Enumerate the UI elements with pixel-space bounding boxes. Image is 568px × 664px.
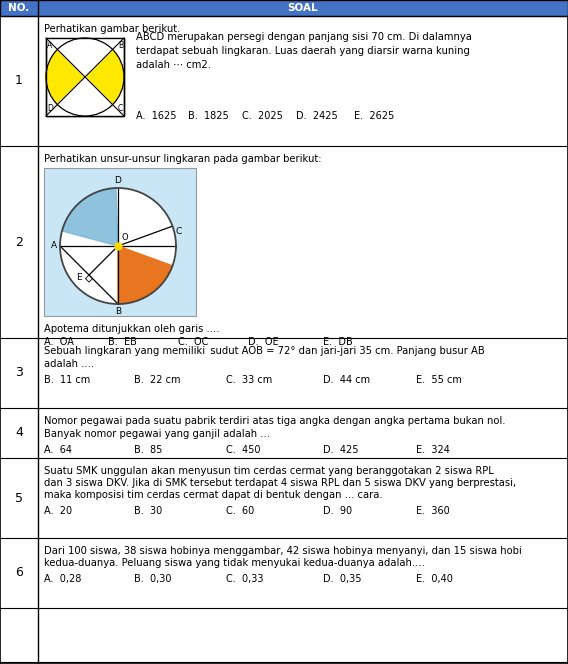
Text: Perhatikan unsur-unsur lingkaran pada gambar berikut:: Perhatikan unsur-unsur lingkaran pada ga… bbox=[44, 154, 321, 164]
Text: C: C bbox=[118, 104, 123, 113]
Text: 1: 1 bbox=[15, 74, 23, 88]
Text: A: A bbox=[47, 41, 52, 50]
Text: E.  DB: E. DB bbox=[323, 337, 353, 347]
Text: D.  90: D. 90 bbox=[323, 506, 352, 516]
Text: 2: 2 bbox=[15, 236, 23, 248]
Text: E: E bbox=[76, 272, 82, 282]
Text: A.  0,28: A. 0,28 bbox=[44, 574, 81, 584]
Text: A.  20: A. 20 bbox=[44, 506, 72, 516]
Text: D: D bbox=[115, 176, 122, 185]
Text: C.  2025: C. 2025 bbox=[242, 111, 283, 121]
Wedge shape bbox=[62, 188, 118, 246]
Text: B.  85: B. 85 bbox=[134, 445, 162, 455]
Text: E.  55 cm: E. 55 cm bbox=[416, 375, 462, 385]
Text: B.  1825: B. 1825 bbox=[188, 111, 229, 121]
Text: C: C bbox=[176, 227, 182, 236]
Text: Apotema ditunjukkan oleh garis ....: Apotema ditunjukkan oleh garis .... bbox=[44, 324, 219, 334]
Text: O: O bbox=[121, 233, 128, 242]
Text: Dari 100 siswa, 38 siswa hobinya menggambar, 42 siswa hobinya menyanyi, dan 15 s: Dari 100 siswa, 38 siswa hobinya menggam… bbox=[44, 546, 522, 556]
Text: B.  22 cm: B. 22 cm bbox=[134, 375, 181, 385]
Text: Banyak nomor pegawai yang ganjil adalah ...: Banyak nomor pegawai yang ganjil adalah … bbox=[44, 429, 270, 439]
Text: Sebuah lingkaran yang memiliki  sudut AOB = 72° dan jari-jari 35 cm. Panjang bus: Sebuah lingkaran yang memiliki sudut AOB… bbox=[44, 346, 485, 356]
Text: D.  0,35: D. 0,35 bbox=[323, 574, 361, 584]
Text: 3: 3 bbox=[15, 367, 23, 380]
Text: D.  425: D. 425 bbox=[323, 445, 358, 455]
Text: E.  360: E. 360 bbox=[416, 506, 450, 516]
Text: B.  11 cm: B. 11 cm bbox=[44, 375, 90, 385]
Text: B: B bbox=[115, 307, 121, 316]
Text: E.  2625: E. 2625 bbox=[354, 111, 394, 121]
Text: E.  324: E. 324 bbox=[416, 445, 450, 455]
Text: NO.: NO. bbox=[9, 3, 30, 13]
Text: A.  64: A. 64 bbox=[44, 445, 72, 455]
Text: dan 3 siswa DKV. Jika di SMK tersebut terdapat 4 siswa RPL dan 5 siswa DKV yang : dan 3 siswa DKV. Jika di SMK tersebut te… bbox=[44, 478, 516, 488]
Text: B.  30: B. 30 bbox=[134, 506, 162, 516]
Text: C.  33 cm: C. 33 cm bbox=[226, 375, 272, 385]
Text: ABCD merupakan persegi dengan panjang sisi 70 cm. Di dalamnya
terdapat sebuah li: ABCD merupakan persegi dengan panjang si… bbox=[136, 32, 472, 70]
Text: C.  OC: C. OC bbox=[178, 337, 208, 347]
Text: Nomor pegawai pada suatu pabrik terdiri atas tiga angka dengan angka pertama buk: Nomor pegawai pada suatu pabrik terdiri … bbox=[44, 416, 506, 426]
Text: A.  OA: A. OA bbox=[44, 337, 74, 347]
Text: SOAL: SOAL bbox=[287, 3, 318, 13]
Text: 4: 4 bbox=[15, 426, 23, 440]
Text: D.  2425: D. 2425 bbox=[296, 111, 338, 121]
Bar bbox=[46, 38, 124, 116]
Bar bbox=[44, 168, 196, 316]
Circle shape bbox=[60, 188, 176, 304]
Text: B.  EB: B. EB bbox=[108, 337, 137, 347]
Bar bbox=[46, 38, 124, 116]
Text: B: B bbox=[118, 41, 123, 50]
Polygon shape bbox=[46, 77, 124, 116]
Text: maka komposisi tim cerdas cermat dapat di bentuk dengan ... cara.: maka komposisi tim cerdas cermat dapat d… bbox=[44, 490, 383, 500]
Circle shape bbox=[46, 38, 124, 116]
Text: adalah ....: adalah .... bbox=[44, 359, 94, 369]
Bar bbox=[0, 0, 568, 16]
Polygon shape bbox=[46, 38, 124, 77]
Text: D: D bbox=[47, 104, 53, 113]
Text: E.  0,40: E. 0,40 bbox=[416, 574, 453, 584]
Text: 6: 6 bbox=[15, 566, 23, 580]
Text: kedua-duanya. Peluang siswa yang tidak menyukai kedua-duanya adalah....: kedua-duanya. Peluang siswa yang tidak m… bbox=[44, 558, 425, 568]
Text: C.  0,33: C. 0,33 bbox=[226, 574, 264, 584]
Text: C.  60: C. 60 bbox=[226, 506, 254, 516]
Text: C.  450: C. 450 bbox=[226, 445, 261, 455]
Text: Perhatikan gambar berikut.: Perhatikan gambar berikut. bbox=[44, 24, 181, 34]
Wedge shape bbox=[118, 246, 173, 304]
Text: 5: 5 bbox=[15, 491, 23, 505]
Text: D.  OE: D. OE bbox=[248, 337, 279, 347]
Text: A: A bbox=[51, 242, 57, 250]
Text: Suatu SMK unggulan akan menyusun tim cerdas cermat yang beranggotakan 2 siswa RP: Suatu SMK unggulan akan menyusun tim cer… bbox=[44, 466, 494, 476]
Text: B.  0,30: B. 0,30 bbox=[134, 574, 172, 584]
Text: D.  44 cm: D. 44 cm bbox=[323, 375, 370, 385]
Text: A.  1625: A. 1625 bbox=[136, 111, 177, 121]
